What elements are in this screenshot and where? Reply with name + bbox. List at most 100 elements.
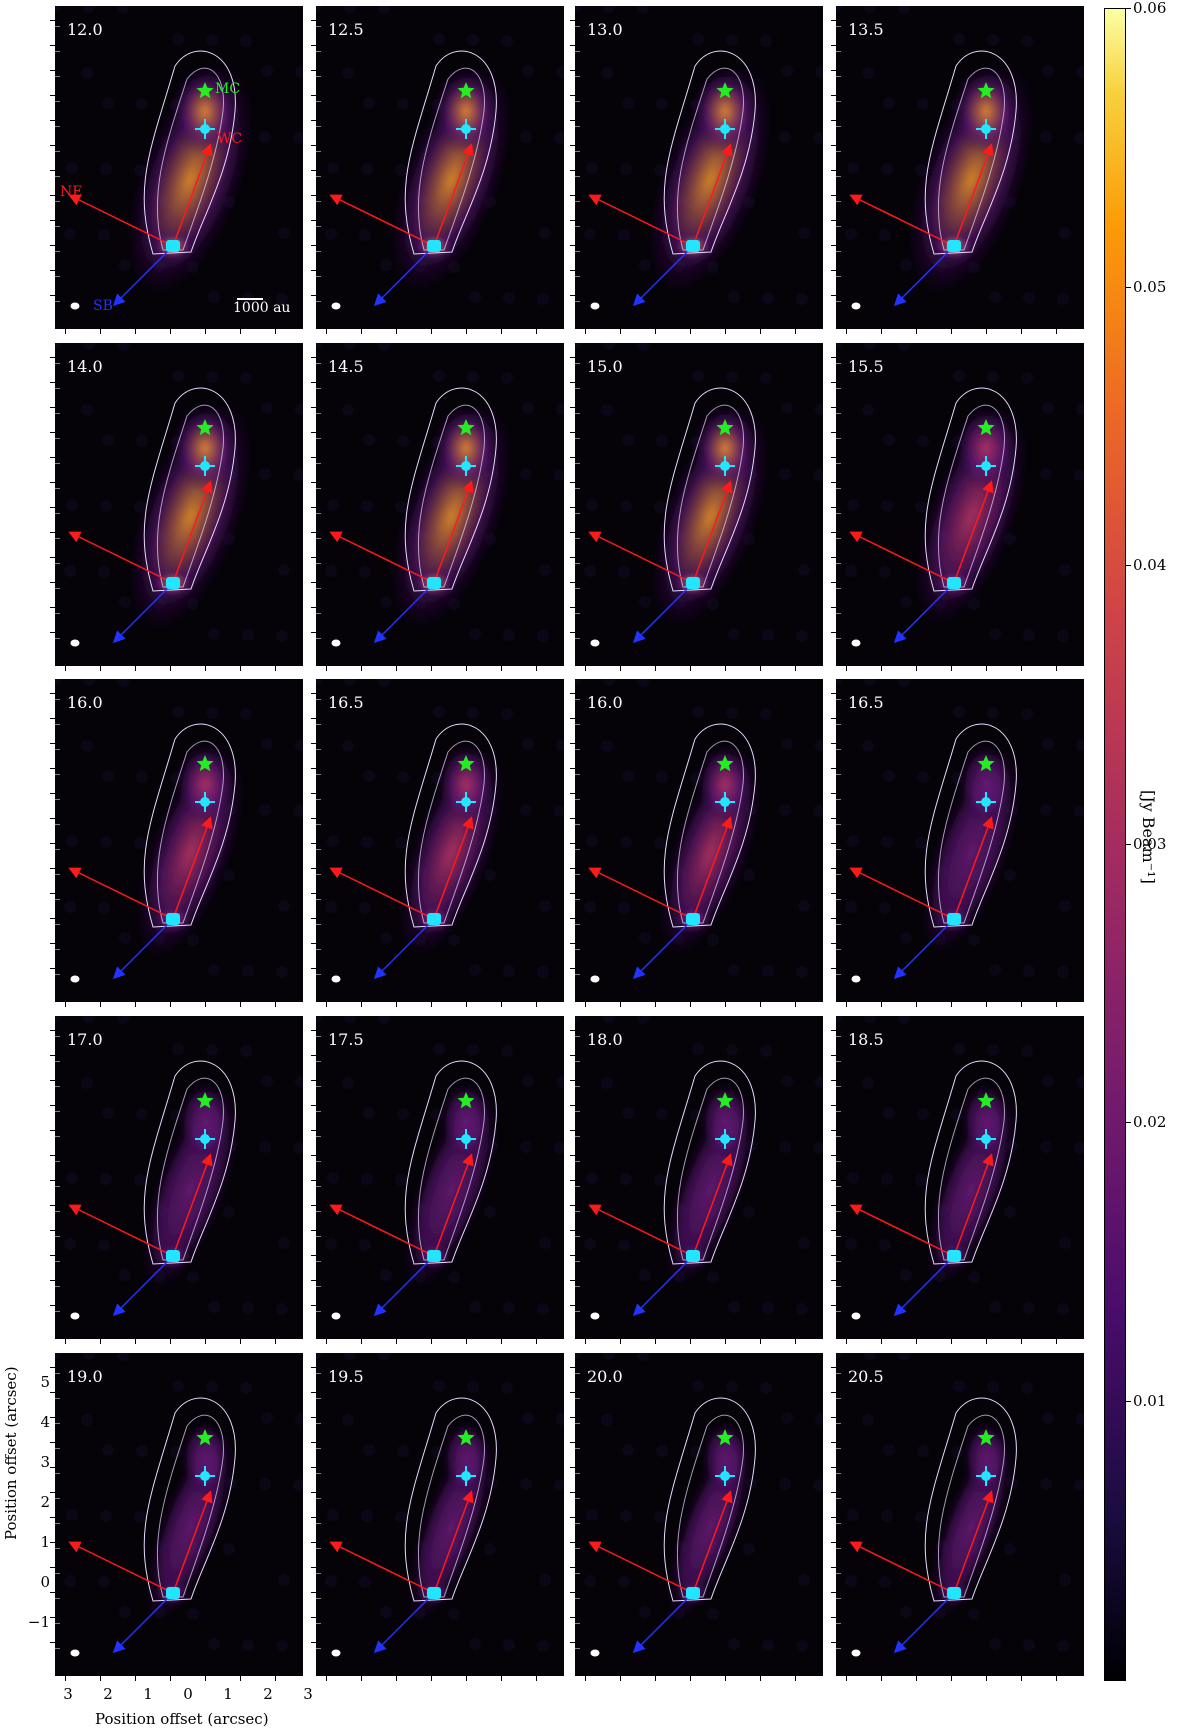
velocity-label: 13.5	[848, 20, 884, 39]
tick-mark	[55, 699, 60, 700]
tick-mark	[55, 488, 60, 489]
tick-mark	[316, 538, 321, 539]
velocity-label: 14.5	[328, 357, 364, 376]
tick-mark	[316, 1398, 321, 1399]
tick-mark	[836, 363, 841, 364]
velocity-label: 17.0	[67, 1030, 103, 1049]
tick-mark	[575, 638, 580, 639]
tick-mark	[836, 301, 841, 302]
tick-mark	[316, 774, 321, 775]
y-axis-label: Position offset (arcsec)	[2, 1366, 20, 1540]
tick-mark	[836, 126, 841, 127]
tick-mark	[836, 724, 841, 725]
tick-mark	[836, 51, 841, 52]
velocity-label: 16.0	[587, 693, 623, 712]
tick-mark	[316, 76, 321, 77]
tick-mark	[55, 151, 60, 152]
tick-mark	[55, 799, 60, 800]
tick-mark	[55, 413, 60, 414]
tick-mark	[316, 101, 321, 102]
channel-panel: 12.0 MC NE SB WC 1000 au	[55, 6, 303, 329]
tick-mark	[316, 1311, 321, 1312]
tick-mark	[55, 438, 60, 439]
tick-mark	[316, 563, 321, 564]
y-tick-label: 4	[40, 1413, 50, 1431]
tick-mark	[316, 1423, 321, 1424]
tick-mark	[836, 1186, 841, 1187]
tick-mark	[836, 76, 841, 77]
tick-mark	[55, 226, 60, 227]
tick-mark	[836, 699, 841, 700]
colorbar-tick-label: 0.04	[1133, 556, 1167, 574]
tick-mark	[836, 413, 841, 414]
tick-mark	[316, 201, 321, 202]
tick-mark	[316, 1286, 321, 1287]
tick-mark	[316, 1036, 321, 1037]
tick-mark	[575, 1598, 580, 1599]
tick-mark	[55, 749, 60, 750]
tick-mark	[836, 824, 841, 825]
tick-mark	[575, 1498, 580, 1499]
tick-mark	[575, 513, 580, 514]
emission-map	[316, 679, 564, 983]
tick-mark	[55, 824, 60, 825]
tick-mark	[836, 1498, 841, 1499]
tick-mark	[836, 388, 841, 389]
tick-mark	[575, 1136, 580, 1137]
tick-mark	[575, 101, 580, 102]
tick-mark	[575, 463, 580, 464]
colorbar-tick	[1125, 565, 1131, 566]
tick-mark	[55, 1623, 60, 1624]
tick-mark	[55, 101, 60, 102]
tick-mark	[575, 774, 580, 775]
tick-mark	[575, 438, 580, 439]
emission-map	[836, 1016, 1084, 1320]
colorbar-tick	[1125, 1122, 1131, 1123]
tick-mark	[316, 251, 321, 252]
emission-map	[55, 1016, 303, 1320]
emission-map	[55, 1353, 303, 1657]
tick-mark	[55, 1086, 60, 1087]
tick-mark	[575, 126, 580, 127]
tick-mark	[316, 26, 321, 27]
colorbar-tick-label: 0.05	[1133, 277, 1167, 296]
tick-mark	[575, 1373, 580, 1374]
tick-mark	[836, 1311, 841, 1312]
channel-panel: 19.0	[55, 1353, 303, 1676]
tick-mark	[316, 1261, 321, 1262]
tick-mark	[836, 1448, 841, 1449]
channel-panel: 16.0	[55, 679, 303, 1002]
tick-mark	[316, 413, 321, 414]
tick-mark	[575, 1523, 580, 1524]
x-tick-label: 0	[183, 1685, 193, 1703]
colorbar-tick-label: 0.02	[1133, 1113, 1167, 1131]
tick-mark	[575, 1211, 580, 1212]
scalebar	[237, 298, 263, 300]
tick-mark	[316, 949, 321, 950]
tick-mark	[836, 1598, 841, 1599]
tick-mark	[55, 774, 60, 775]
emission-map	[575, 1016, 823, 1320]
tick-mark	[575, 388, 580, 389]
tick-mark	[316, 899, 321, 900]
channel-panel: 14.5	[316, 343, 564, 666]
tick-mark	[55, 1111, 60, 1112]
tick-mark	[55, 513, 60, 514]
channel-panel: 20.0	[575, 1353, 823, 1676]
tick-mark	[575, 301, 580, 302]
tick-mark	[316, 638, 321, 639]
tick-mark	[575, 974, 580, 975]
tick-mark	[55, 126, 60, 127]
tick-mark	[836, 1573, 841, 1574]
tick-mark	[575, 699, 580, 700]
tick-mark	[316, 1573, 321, 1574]
velocity-label: 19.5	[328, 1367, 364, 1386]
tick-mark	[575, 949, 580, 950]
channel-panel: 13.0	[575, 6, 823, 329]
x-tick-label: 3	[63, 1685, 73, 1703]
channel-panel: 15.0	[575, 343, 823, 666]
emission-map	[575, 679, 823, 983]
tick-mark	[316, 874, 321, 875]
tick-mark	[316, 1523, 321, 1524]
tick-mark	[575, 251, 580, 252]
